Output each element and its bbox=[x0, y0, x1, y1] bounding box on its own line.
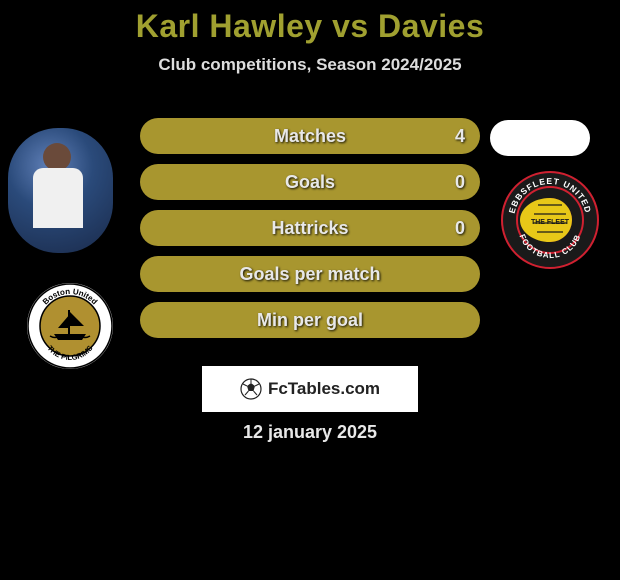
comparison-container: Karl Hawley vs Davies Club competitions,… bbox=[0, 0, 620, 580]
stat-value-left: 4 bbox=[455, 118, 465, 154]
stat-value-left: 0 bbox=[455, 164, 465, 200]
page-title: Karl Hawley vs Davies bbox=[0, 0, 620, 45]
stats-area: Matches 4 Goals 0 Hattricks 0 Goals per … bbox=[0, 118, 620, 348]
stat-bar-left bbox=[140, 302, 480, 338]
stat-bar-left bbox=[140, 118, 480, 154]
attribution-text: FcTables.com bbox=[268, 379, 380, 399]
comparison-date: 12 january 2025 bbox=[0, 422, 620, 443]
stat-row-goals: Goals 0 bbox=[0, 164, 620, 200]
stat-row-goals-per-match: Goals per match bbox=[0, 256, 620, 292]
soccer-ball-icon bbox=[240, 378, 262, 400]
season-subtitle: Club competitions, Season 2024/2025 bbox=[0, 55, 620, 75]
stat-row-hattricks: Hattricks 0 bbox=[0, 210, 620, 246]
stat-value-left: 0 bbox=[455, 210, 465, 246]
stat-bar-left bbox=[140, 256, 480, 292]
stat-row-min-per-goal: Min per goal bbox=[0, 302, 620, 338]
stat-bar-left bbox=[140, 164, 480, 200]
stat-row-matches: Matches 4 bbox=[0, 118, 620, 154]
attribution-badge[interactable]: FcTables.com bbox=[202, 366, 418, 412]
stat-bar-left bbox=[140, 210, 480, 246]
